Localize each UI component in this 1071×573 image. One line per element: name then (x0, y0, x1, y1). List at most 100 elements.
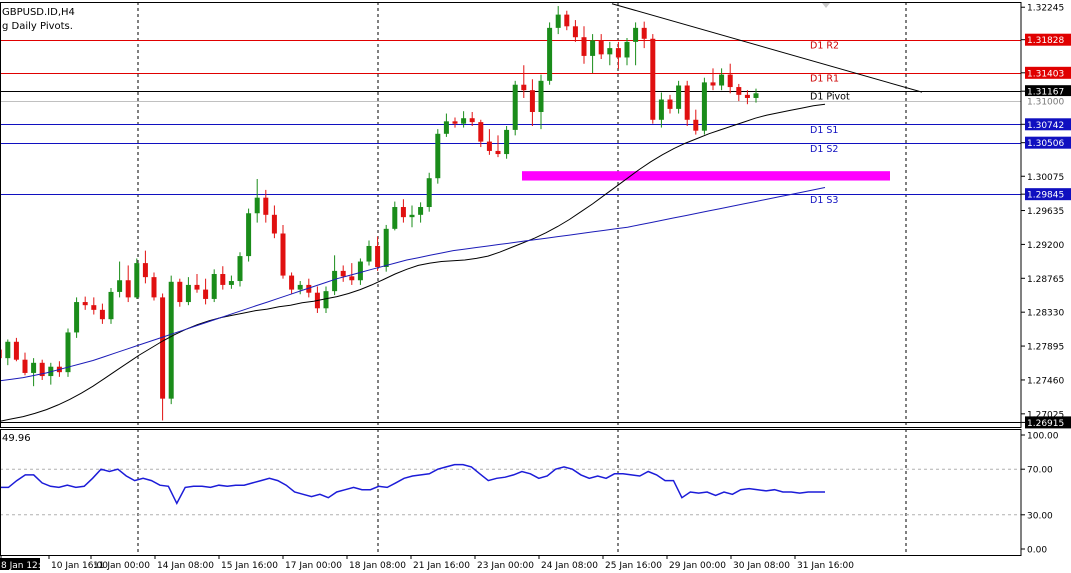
candle-body (82, 302, 88, 306)
pivot-label: D1 R1 (810, 74, 839, 85)
candle-bear (99, 303, 105, 324)
candle-body (624, 41, 630, 58)
time-label: 18 Jan 08:00 (349, 561, 406, 571)
candle-bear (727, 63, 733, 94)
candle-body (340, 270, 346, 277)
candle-bull (134, 258, 140, 299)
candle-bear (271, 205, 277, 239)
candle-bull (74, 297, 80, 338)
candle-bear (280, 224, 286, 279)
candle-body (701, 82, 707, 131)
candle-body (753, 93, 759, 98)
candle-bull (357, 258, 363, 285)
pivot-label: D1 R2 (810, 41, 839, 52)
candle-bull (168, 275, 174, 405)
oscillator-value-label: 49.96 (2, 433, 31, 444)
candle-bull (676, 80, 682, 114)
candle-bear (91, 297, 97, 315)
candle-bull (228, 275, 234, 289)
oscillator-panel-frame (0, 429, 1022, 556)
time-label: 24 Jan 08:00 (541, 561, 598, 571)
candle-bear (684, 80, 690, 127)
candle-body (5, 341, 11, 359)
candle-bear (521, 65, 527, 98)
time-label: 25 Jan 16:00 (605, 561, 662, 571)
candle-bear (495, 135, 501, 158)
price-tag (1025, 416, 1071, 429)
candles (0, 6, 759, 421)
pivot-label: D1 Pivot (810, 92, 850, 103)
candle-bear (125, 265, 131, 303)
candle-bear (529, 79, 535, 127)
candle-bear (349, 263, 355, 285)
candle-body (512, 84, 518, 130)
price-label: 1.27025 (1027, 410, 1064, 420)
candle-body (547, 27, 553, 81)
candle-body (271, 214, 277, 234)
candle-body (486, 141, 492, 151)
candle-bear (203, 278, 209, 305)
candle-body (504, 129, 510, 155)
candle-body (461, 118, 467, 124)
candle-bear (615, 41, 621, 70)
candle-bear (693, 109, 699, 135)
candle-body (263, 197, 269, 215)
candle-bull (409, 205, 415, 228)
candle-bull (31, 358, 37, 387)
time-label: 17 Jan 00:00 (285, 561, 342, 571)
candle-body (719, 74, 725, 86)
candle-body (220, 274, 226, 285)
candle-bear (598, 34, 604, 60)
candle-body (74, 302, 80, 333)
candle-bear (400, 199, 406, 223)
candle-body (99, 309, 105, 320)
candle-bull (624, 37, 630, 66)
candle-body (426, 178, 432, 208)
time-label: 10 Jan 16:00 (51, 561, 108, 571)
candle-body (684, 85, 690, 120)
candle-bear (486, 129, 492, 155)
candle-bear (564, 10, 570, 31)
price-label: 1.28765 (1027, 275, 1064, 285)
candle-bear (220, 266, 226, 290)
candle-bear (340, 265, 346, 282)
candle-body (443, 121, 449, 134)
candle-bear (142, 250, 148, 284)
time-label: 31 Jan 16:00 (797, 561, 854, 571)
price-tag-label: 1.31403 (1027, 69, 1064, 79)
candle-body (555, 14, 561, 28)
support-zone (522, 171, 890, 181)
candle-bull (297, 281, 303, 295)
pivot-label: D1 S3 (810, 195, 838, 206)
candle-body (581, 37, 587, 56)
candle-body (297, 284, 303, 290)
candle-body (306, 284, 312, 293)
candle-body (521, 84, 527, 91)
candle-bear (581, 26, 587, 64)
candle-bull (555, 6, 561, 35)
candle-bear (452, 117, 458, 128)
oscillator-tick-label: 100.00 (1027, 432, 1059, 442)
ma-slow-line (0, 187, 826, 382)
candle-body (710, 82, 716, 86)
candle-body (65, 332, 71, 373)
price-label: 1.32245 (1027, 4, 1064, 14)
candle-body (736, 87, 742, 95)
price-axis: 1.32245 1.31828 1.31403 1.31167 1.30742 1.305… (1021, 4, 1071, 429)
ma-fast-line (0, 103, 826, 422)
indicator-label: g Daily Pivots. (2, 21, 73, 32)
price-tag (1025, 33, 1071, 46)
price-label: 1.28330 (1027, 309, 1064, 319)
candle-bull (633, 22, 639, 66)
candle-bull (366, 240, 372, 266)
time-label: 21 Jan 16:00 (413, 561, 470, 571)
candle-bear (177, 278, 183, 307)
candle-body (418, 207, 424, 215)
time-label: 29 Jan 00:00 (669, 561, 726, 571)
candle-bull (443, 113, 449, 137)
candle-body (409, 214, 415, 218)
candle-bull (538, 74, 544, 130)
candle-body (108, 291, 114, 320)
candle-bull (418, 202, 424, 223)
candle-bear (13, 337, 19, 362)
